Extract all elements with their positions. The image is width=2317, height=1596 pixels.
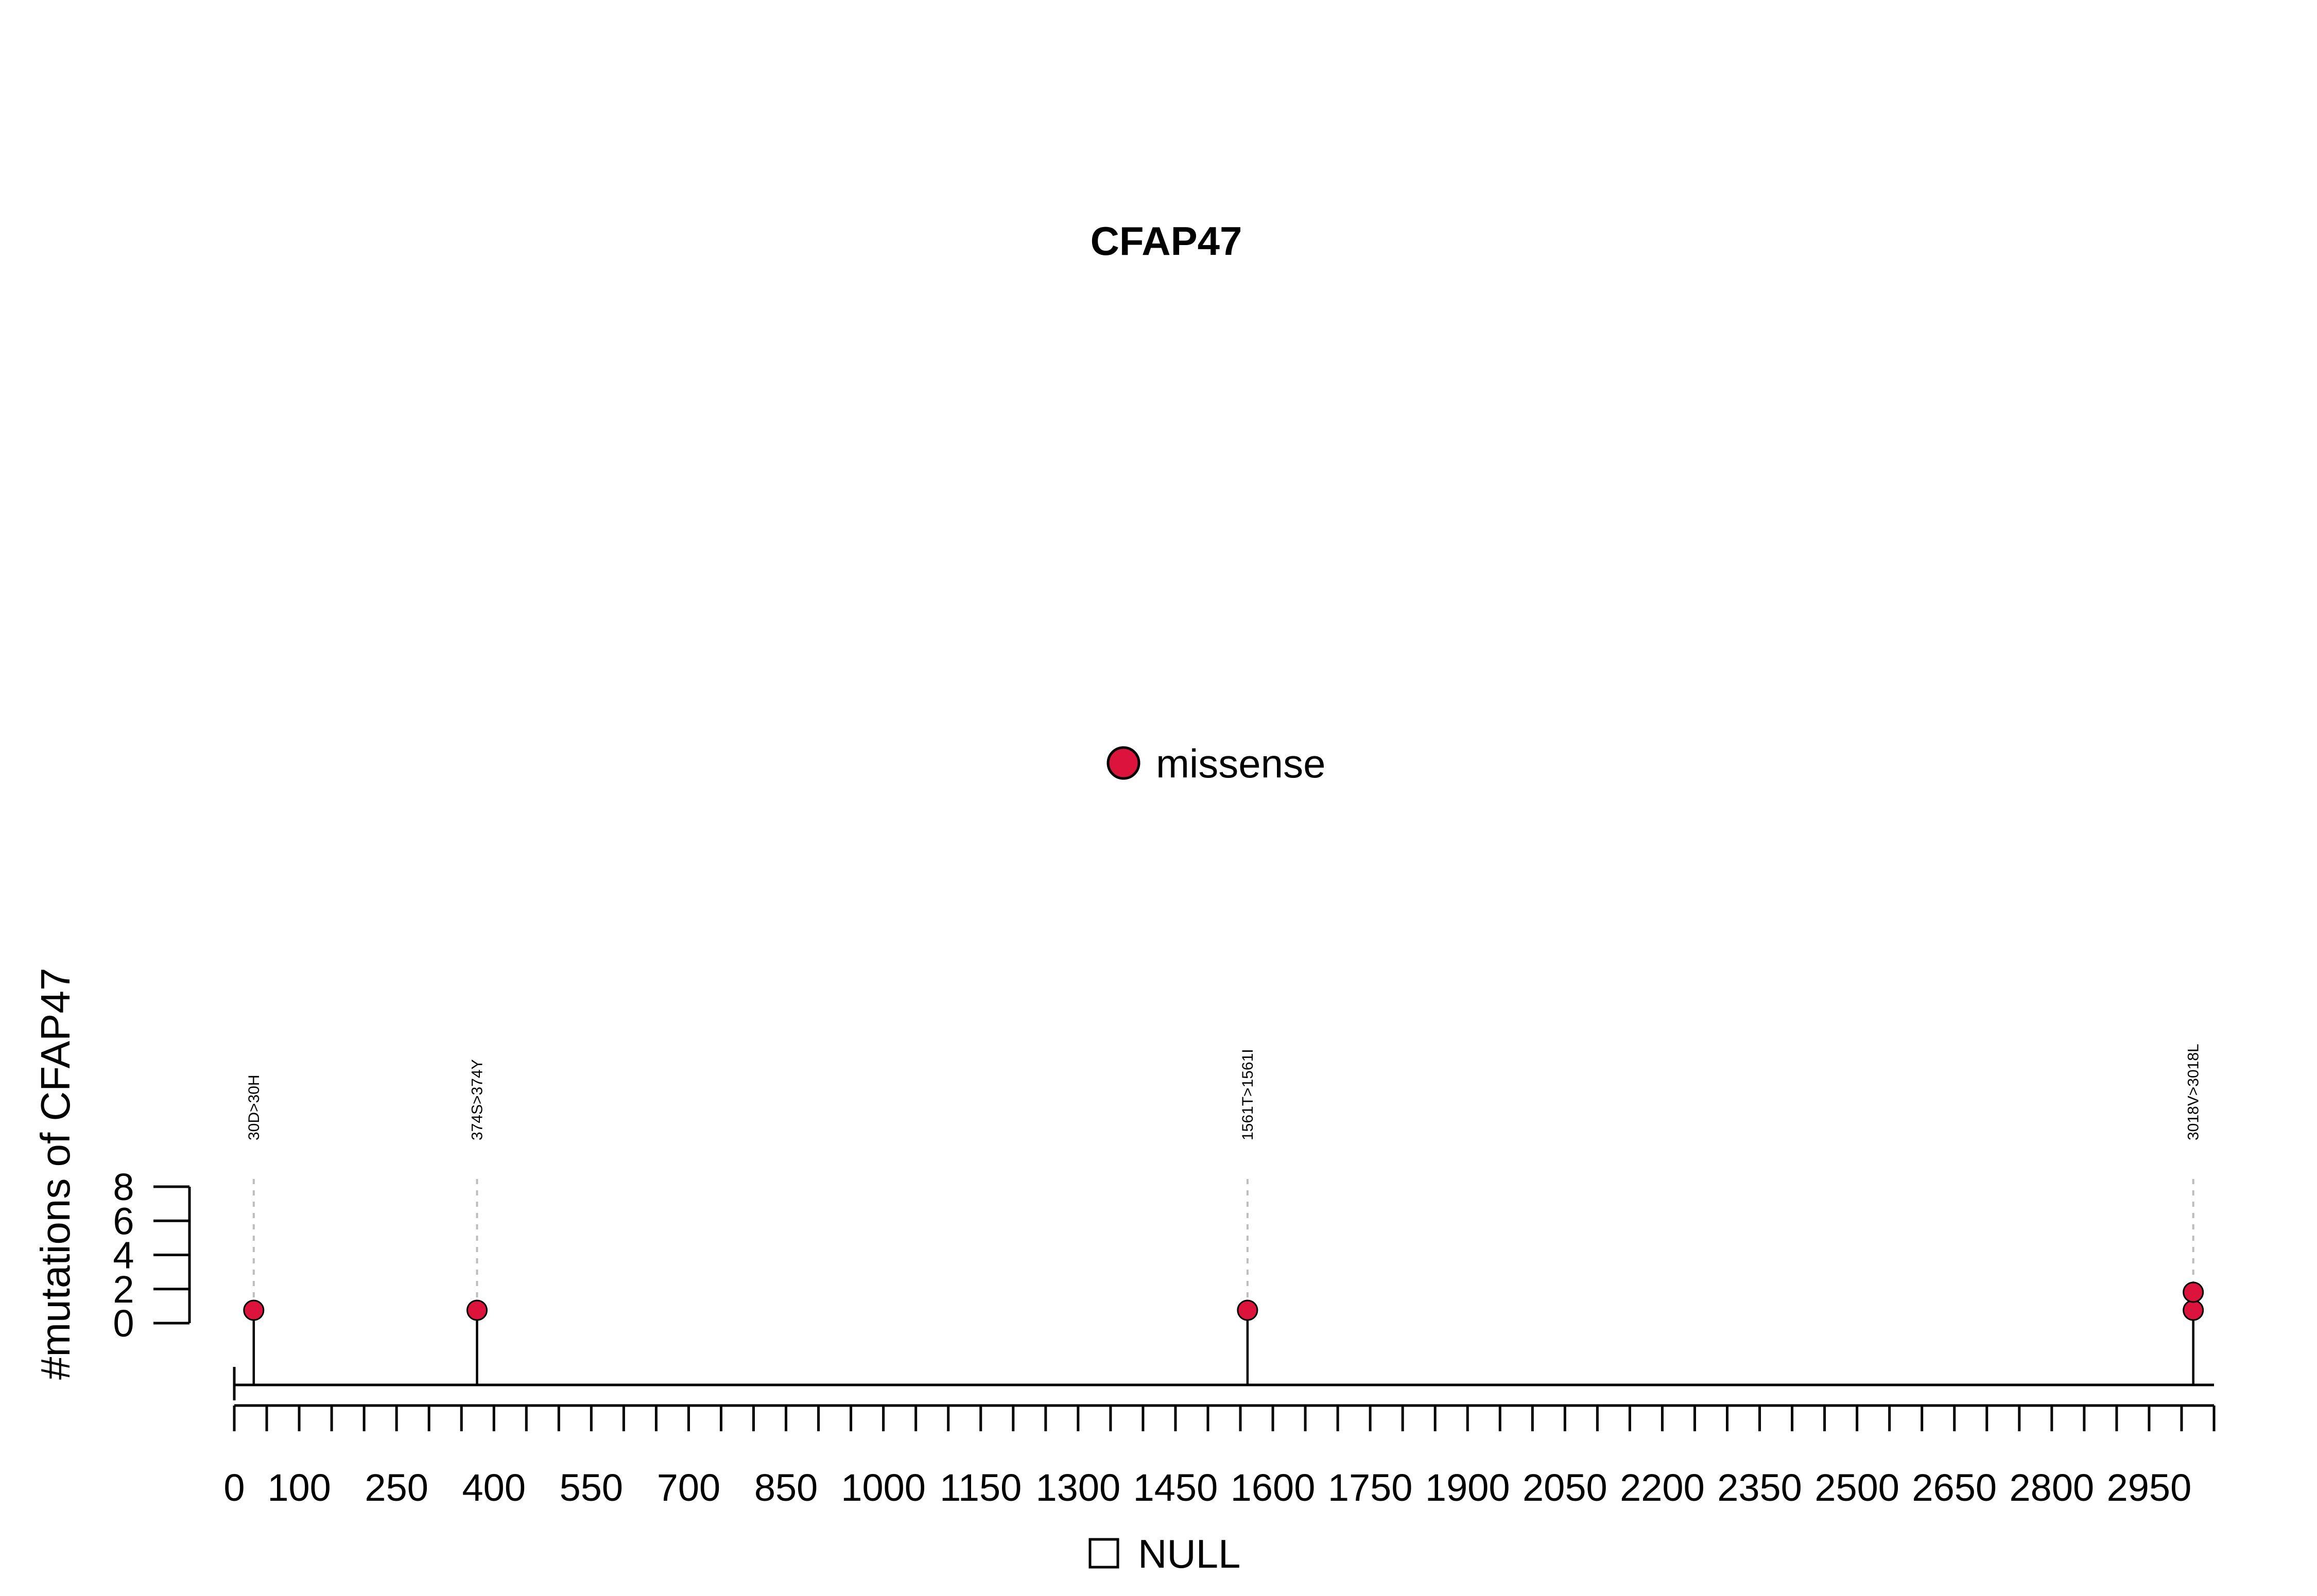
chart-title: CFAP47 — [1091, 218, 1242, 264]
mutation-lollipops: 30D>30H 374S>374Y 1561T>1561I 3018V>3018L — [243, 1044, 2204, 1385]
mutation-dot — [466, 1299, 488, 1321]
y-tick-label: 4 — [113, 1234, 134, 1277]
x-tick-label: 0 — [223, 1466, 245, 1509]
x-tick-label: 700 — [657, 1466, 720, 1509]
legend-null-label: NULL — [1138, 1531, 1240, 1576]
x-tick-label: 100 — [267, 1466, 331, 1509]
x-tick-label: 2950 — [2107, 1466, 2192, 1509]
mutation-dot — [2183, 1281, 2204, 1303]
x-axis: 0 100 250 400 550 700 850 1000 1150 1300 1450 1600 1… — [223, 1367, 2216, 1509]
y-tick-label: 6 — [113, 1200, 134, 1242]
mutation-3: 3018V>3018L — [2183, 1044, 2204, 1385]
x-tick-label: 400 — [462, 1466, 526, 1509]
x-tick-label: 2050 — [1523, 1466, 1607, 1509]
x-tick-label: 1150 — [940, 1466, 1022, 1509]
mutation-dot — [2183, 1299, 2204, 1321]
x-tick-label: 550 — [560, 1466, 623, 1509]
x-tick-label: 1750 — [1328, 1466, 1413, 1509]
mutation-dot — [1237, 1299, 1258, 1321]
x-tick-label: 250 — [365, 1466, 428, 1509]
legend-null-marker — [1088, 1538, 1119, 1569]
mutation-label: 1561T>1561I — [1239, 1049, 1256, 1140]
mutation-dot — [243, 1299, 265, 1321]
mutation-label: 30D>30H — [246, 1074, 263, 1140]
x-tick-label: 1000 — [841, 1466, 926, 1509]
mutation-1: 374S>374Y — [466, 1059, 488, 1385]
x-tick-label: 2350 — [1717, 1466, 1802, 1509]
x-tick-label: 2500 — [1814, 1466, 1899, 1509]
legend-missense-marker — [1106, 746, 1140, 780]
legend-top: missense — [1106, 741, 1325, 786]
x-tick-label: 2200 — [1620, 1466, 1705, 1509]
legend-missense-label: missense — [1156, 741, 1325, 786]
y-tick-label: 2 — [113, 1268, 134, 1311]
y-tick-label: 0 — [113, 1302, 134, 1345]
x-tick-label: 850 — [754, 1466, 818, 1509]
x-tick-label: 1900 — [1425, 1466, 1510, 1509]
legend-bottom: NULL — [1088, 1531, 1240, 1576]
x-tick-label: 1600 — [1231, 1466, 1316, 1509]
x-tick-label: 2800 — [2010, 1466, 2095, 1509]
y-axis-label: #mutations of CFAP47 — [32, 968, 78, 1380]
mutation-0: 30D>30H — [243, 1074, 265, 1385]
mutation-2: 1561T>1561I — [1237, 1049, 1258, 1385]
x-tick-label: 1300 — [1036, 1466, 1121, 1509]
mutation-label: 374S>374Y — [469, 1059, 486, 1140]
x-tick-label: 2650 — [1912, 1466, 1997, 1509]
y-tick-label: 8 — [113, 1166, 134, 1208]
x-tick-label: 1450 — [1133, 1466, 1218, 1509]
mutation-label: 3018V>3018L — [2185, 1044, 2202, 1140]
